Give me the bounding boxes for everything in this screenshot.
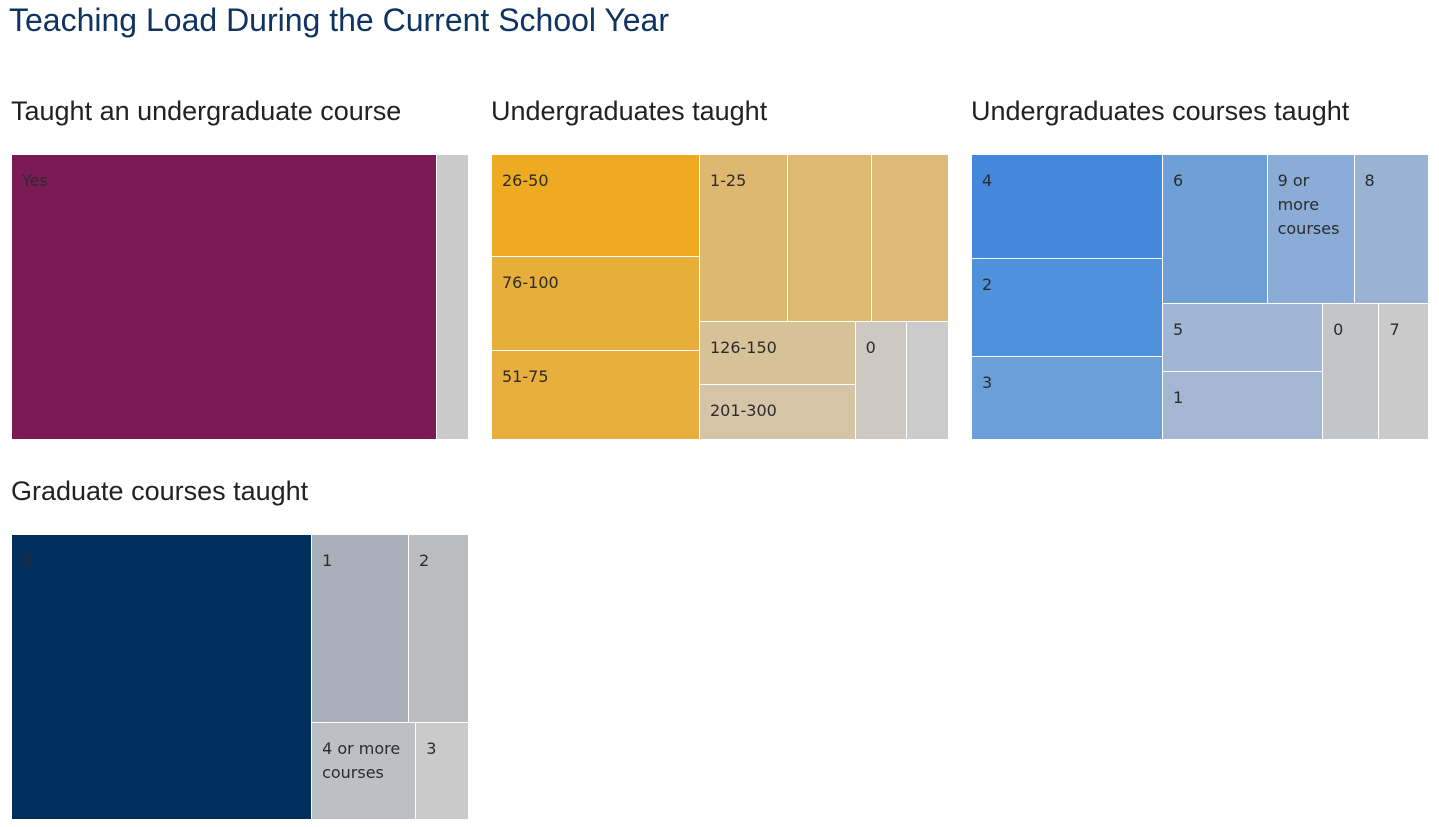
tile-label: 7: [1389, 319, 1400, 339]
tile-label: 76-100: [502, 272, 559, 292]
tile-label: 0: [22, 551, 33, 570]
tile-label: 0: [1333, 319, 1344, 339]
treemap: 0 1 2 4 or more courses 3: [12, 535, 469, 820]
chart-title: Taught an undergraduate course: [11, 96, 402, 126]
chart-title: Undergraduates taught: [491, 96, 768, 126]
tile-label: 4 or more courses: [322, 739, 401, 783]
treemap-tile: 51-75: [492, 350, 699, 439]
tile-label: 0: [865, 337, 876, 357]
treemap-tile: 1: [312, 535, 408, 723]
chart-title: Undergraduates courses taught: [971, 96, 1350, 126]
treemap-tile: 1-25: [699, 155, 788, 321]
treemap-tile: Yes: [12, 155, 436, 439]
page-title: Teaching Load During the Current School …: [9, 2, 669, 38]
treemap-tile: 0: [12, 535, 312, 819]
tile-label: 2: [419, 551, 430, 570]
treemap-tile: 126-150: [699, 321, 855, 385]
treemap-tile: [871, 155, 948, 321]
treemap: 26-50 76-100 51-75 1-25 126-150 201-300 0: [492, 155, 949, 440]
treemap-tile: 3: [416, 723, 468, 819]
treemap-tile: [788, 155, 871, 321]
tile-label: 9 or more courses: [1277, 171, 1340, 238]
treemap-tile: 8: [1354, 155, 1428, 303]
treemap-tile: 6: [1162, 155, 1267, 303]
tile-label: 1: [1172, 388, 1184, 408]
treemap-tile: 2: [409, 535, 468, 723]
tile-label: 26-50: [502, 171, 549, 190]
tile-label: 6: [1172, 171, 1184, 190]
tile-label: 3: [426, 739, 437, 759]
treemap-tile: 76-100: [492, 256, 699, 350]
treemap-tile: 1: [1162, 372, 1323, 439]
tile-label: Yes: [22, 171, 48, 190]
treemap-tile: [906, 321, 948, 439]
treemap: 4 2 3 6 9 or more courses 8 5 1 0 7: [972, 155, 1429, 440]
tile-label: 126-150: [709, 337, 777, 357]
tile-label: 1-25: [709, 171, 747, 190]
tile-label: 8: [1364, 171, 1375, 190]
treemap-tile: 4: [972, 155, 1162, 258]
treemap-tile: 0: [855, 321, 906, 439]
treemap-tile: 7: [1379, 303, 1428, 439]
tile-label: 51-75: [502, 366, 549, 386]
treemap-tile: 2: [972, 258, 1162, 356]
treemap-tile: 201-300: [699, 385, 855, 439]
treemap-tile: 5: [1162, 303, 1323, 372]
treemap: Yes: [12, 155, 469, 440]
tile-label: 4: [982, 171, 993, 190]
treemap-tile: 9 or more courses: [1267, 155, 1354, 303]
tile-label: 3: [982, 372, 993, 392]
treemap-tile: [437, 155, 468, 439]
tile-label: 5: [1172, 319, 1184, 339]
tile-label: 201-300: [709, 401, 777, 421]
treemap-tile: 26-50: [492, 155, 699, 256]
tile-label: 1: [322, 551, 333, 570]
tile-label: 2: [982, 274, 993, 294]
treemap-tile: 4 or more courses: [312, 723, 416, 819]
treemap-tile: 0: [1323, 303, 1379, 439]
treemap-tile: 3: [972, 356, 1162, 439]
chart-title: Graduate courses taught: [11, 476, 309, 506]
